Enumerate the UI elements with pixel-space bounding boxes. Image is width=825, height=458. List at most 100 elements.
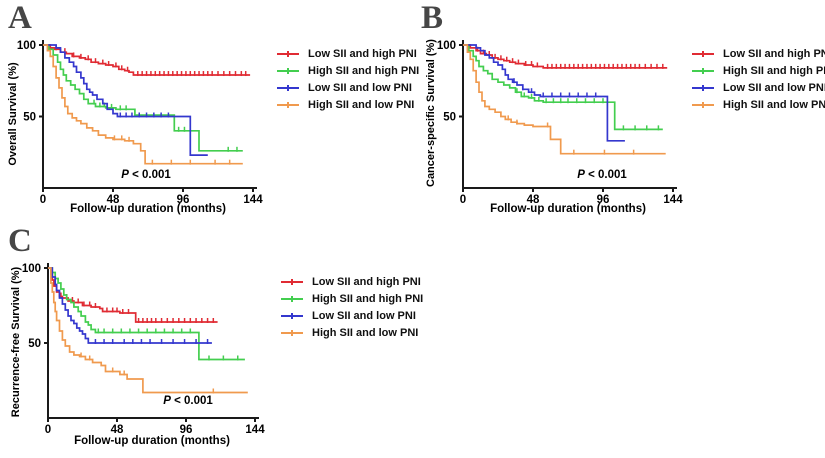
legend-item-label: High SII and low PNI bbox=[308, 98, 415, 111]
x-tick-label: 96 bbox=[180, 424, 193, 436]
panel-b-legend: Low SII and high PNI High SII and high PN… bbox=[692, 45, 825, 113]
x-tick-label: 96 bbox=[597, 194, 610, 206]
legend-item-label: Low SII and low PNI bbox=[723, 81, 825, 94]
censor-marks-low-sii-and-high-pni bbox=[55, 45, 247, 77]
x-tick-label: 48 bbox=[107, 194, 120, 206]
panel-c: C Recurrence-free Survival (%) 0 48 96 144 5… bbox=[0, 223, 423, 458]
legend-marker-icon bbox=[281, 295, 303, 302]
y-tick-label: 100 bbox=[437, 40, 456, 52]
curve-low-sii-and-low-pni bbox=[43, 44, 208, 156]
curve-high-sii-and-high-pni bbox=[48, 267, 245, 361]
panel-c-plot: 0 48 96 144 50 100 bbox=[22, 263, 265, 436]
panel-b-p-value: P < 0.001 bbox=[552, 169, 652, 181]
y-tick-label: 50 bbox=[23, 112, 36, 124]
y-tick-label: 50 bbox=[443, 112, 456, 124]
legend-item: Low SII and high PNI bbox=[692, 45, 825, 62]
panel-a-x-axis-title: Follow-up duration (months) bbox=[70, 203, 226, 215]
panel-a-plot: 0 48 96 144 50 100 bbox=[17, 40, 263, 206]
legend-marker-icon bbox=[281, 312, 303, 319]
p-text: < 0.001 bbox=[170, 395, 213, 407]
censor-marks-high-sii-and-low-pni bbox=[507, 115, 635, 155]
panel-b-x-axis-title: Follow-up duration (months) bbox=[490, 203, 646, 215]
censor-marks-high-sii-and-high-pni bbox=[516, 88, 660, 131]
legend-item-label: Low SII and high PNI bbox=[308, 47, 417, 60]
curve-high-sii-and-high-pni bbox=[463, 44, 663, 131]
censor-marks-high-sii-and-high-pni bbox=[97, 328, 239, 361]
panel-a-p-value: P < 0.001 bbox=[96, 169, 196, 181]
x-tick-label: 144 bbox=[663, 194, 683, 206]
legend-item-label: High SII and low PNI bbox=[723, 98, 825, 111]
legend-marker-icon bbox=[281, 329, 303, 336]
legend-marker-icon bbox=[277, 67, 299, 74]
legend-item: High SII and low PNI bbox=[277, 96, 419, 113]
panel-a-label: A bbox=[8, 0, 32, 36]
legend-item-label: Low SII and low PNI bbox=[312, 309, 416, 322]
p-text: < 0.001 bbox=[128, 169, 171, 181]
legend-item: Low SII and low PNI bbox=[281, 307, 423, 324]
panel-c-legend: Low SII and high PNI High SII and high PN… bbox=[281, 273, 423, 341]
curve-low-sii-and-low-pni bbox=[48, 267, 212, 344]
panel-b-plot: 0 48 96 144 50 100 bbox=[437, 40, 683, 206]
x-tick-label: 96 bbox=[177, 194, 190, 206]
x-tick-label: 0 bbox=[45, 424, 51, 436]
censor-marks-low-sii-and-low-pni bbox=[513, 78, 597, 98]
censor-marks-high-sii-and-low-pni bbox=[80, 352, 215, 394]
panel-b: B Cancer-specific Survival (%) 0 48 96 144 5… bbox=[415, 0, 825, 225]
censor-marks-high-sii-and-high-pni bbox=[93, 99, 238, 152]
legend-marker-icon bbox=[277, 101, 299, 108]
legend-item-label: High SII and high PNI bbox=[312, 292, 424, 305]
legend-marker-icon bbox=[692, 50, 714, 57]
panel-c-x-axis-title: Follow-up duration (months) bbox=[74, 435, 230, 447]
p-symbol: P bbox=[163, 395, 171, 407]
curve-low-sii-and-high-pni bbox=[48, 267, 218, 323]
censor-marks-low-sii-and-high-pni bbox=[476, 46, 664, 69]
curve-high-sii-and-high-pni bbox=[43, 44, 243, 152]
legend-item: Low SII and low PNI bbox=[277, 79, 419, 96]
y-tick-label: 100 bbox=[17, 40, 36, 52]
y-tick-label: 100 bbox=[22, 263, 41, 275]
legend-item: Low SII and high PNI bbox=[277, 45, 419, 62]
curve-low-sii-and-high-pni bbox=[43, 44, 251, 76]
legend-item-label: Low SII and high PNI bbox=[723, 47, 825, 60]
curve-low-sii-and-low-pni bbox=[463, 44, 625, 142]
legend-item-label: High SII and high PNI bbox=[723, 64, 825, 77]
legend-item-label: Low SII and low PNI bbox=[308, 81, 412, 94]
legend-item-label: Low SII and high PNI bbox=[312, 275, 421, 288]
p-symbol: P bbox=[577, 169, 585, 181]
panel-b-label: B bbox=[421, 0, 444, 36]
p-symbol: P bbox=[121, 169, 129, 181]
y-tick-label: 50 bbox=[28, 338, 41, 350]
legend-item: High SII and low PNI bbox=[692, 96, 825, 113]
p-text: < 0.001 bbox=[584, 169, 627, 181]
panel-c-p-value: P < 0.001 bbox=[138, 395, 238, 407]
legend-marker-icon bbox=[692, 101, 714, 108]
axis-lines bbox=[42, 40, 257, 189]
legend-marker-icon bbox=[692, 67, 714, 74]
censor-marks-low-sii-and-low-pni bbox=[94, 339, 209, 344]
curve-high-sii-and-low-pni bbox=[463, 44, 666, 155]
panel-a: A Overall Survival (%) 0 48 96 144 50 100 Fol… bbox=[0, 0, 420, 225]
legend-marker-icon bbox=[281, 278, 303, 285]
legend-item-label: High SII and high PNI bbox=[308, 64, 420, 77]
x-tick-label: 48 bbox=[527, 194, 540, 206]
x-tick-label: 0 bbox=[40, 194, 46, 206]
x-tick-label: 0 bbox=[460, 194, 466, 206]
censor-marks-high-sii-and-low-pni bbox=[113, 135, 231, 165]
legend-item: Low SII and high PNI bbox=[281, 273, 423, 290]
legend-marker-icon bbox=[692, 84, 714, 91]
x-tick-label: 144 bbox=[243, 194, 263, 206]
legend-item: Low SII and low PNI bbox=[692, 79, 825, 96]
x-tick-label: 48 bbox=[111, 424, 124, 436]
legend-item: High SII and high PNI bbox=[692, 62, 825, 79]
curve-high-sii-and-low-pni bbox=[48, 267, 248, 394]
panel-c-label: C bbox=[8, 223, 32, 259]
panel-a-legend: Low SII and high PNI High SII and high PN… bbox=[277, 45, 419, 113]
legend-item-label: High SII and low PNI bbox=[312, 326, 419, 339]
curve-high-sii-and-low-pni bbox=[43, 44, 243, 165]
censor-marks-low-sii-and-high-pni bbox=[54, 282, 215, 323]
legend-item: High SII and high PNI bbox=[277, 62, 419, 79]
legend-marker-icon bbox=[277, 84, 299, 91]
legend-marker-icon bbox=[277, 50, 299, 57]
legend-item: High SII and low PNI bbox=[281, 324, 423, 341]
